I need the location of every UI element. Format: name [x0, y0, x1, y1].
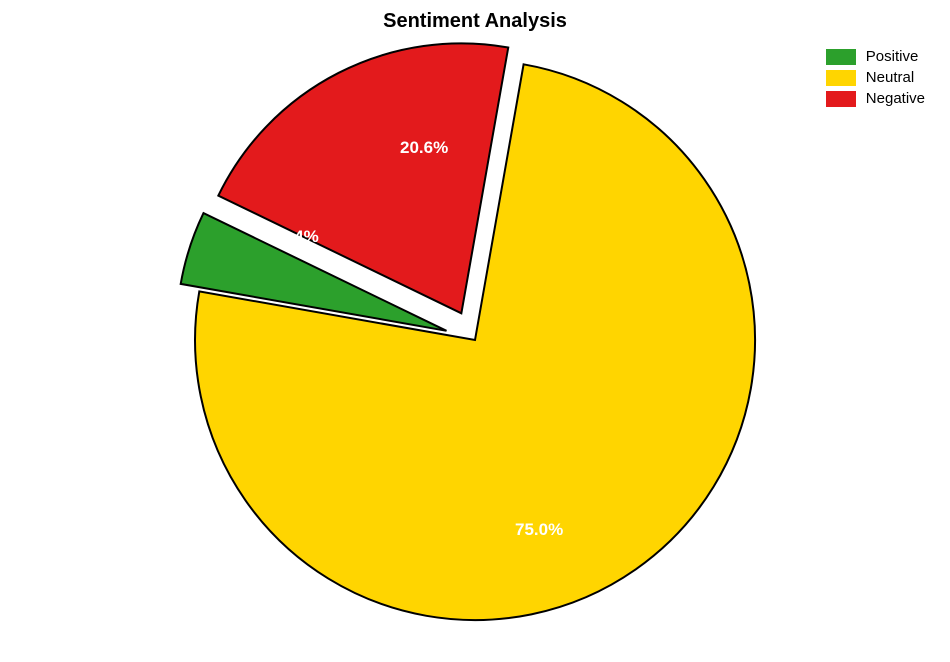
slice-label-negative: 20.6%	[400, 138, 448, 158]
legend-label-negative: Negative	[866, 90, 925, 107]
chart-title: Sentiment Analysis	[0, 10, 950, 33]
legend-label-positive: Positive	[866, 48, 919, 65]
legend-swatch-negative	[826, 91, 856, 107]
slice-label-neutral: 75.0%	[515, 520, 563, 540]
legend-item-positive: Positive	[826, 48, 925, 65]
legend: Positive Neutral Negative	[826, 48, 925, 111]
legend-swatch-neutral	[826, 70, 856, 86]
pie-chart	[175, 40, 775, 640]
legend-label-neutral: Neutral	[866, 69, 914, 86]
slice-label-positive: 4.4%	[280, 227, 319, 247]
legend-item-negative: Negative	[826, 90, 925, 107]
legend-swatch-positive	[826, 49, 856, 65]
legend-item-neutral: Neutral	[826, 69, 925, 86]
